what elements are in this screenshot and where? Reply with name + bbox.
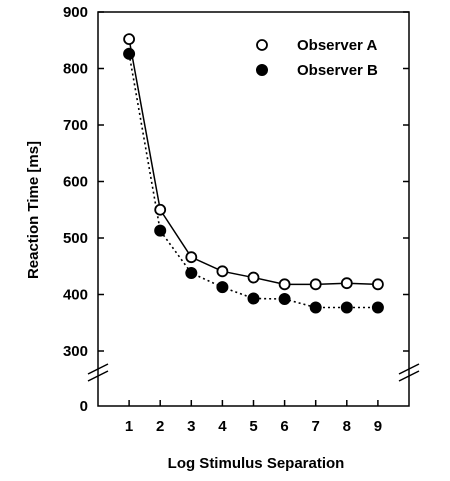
- y-tick-label-700: 700: [63, 117, 88, 134]
- legend-marker-observer-a: [256, 39, 268, 51]
- point-observer-a-3: [185, 251, 198, 264]
- x-tick-label-5: 5: [249, 418, 257, 435]
- y-tick-label-600: 600: [63, 174, 88, 191]
- legend-label-observer-a: Observer A: [297, 37, 377, 54]
- point-observer-b-2: [154, 224, 167, 237]
- y-tick-label-800: 800: [63, 61, 88, 78]
- x-ticks: 1 2 3 4 5 6 7 8 9: [125, 400, 382, 435]
- series-points: [123, 33, 384, 314]
- y-tick-label-300: 300: [63, 343, 88, 360]
- y-ticks: 300 400 500 600 700 800 900: [63, 4, 409, 360]
- point-observer-b-7: [309, 301, 322, 314]
- point-observer-a-6: [278, 278, 291, 291]
- point-observer-a-7: [309, 278, 322, 291]
- point-observer-b-8: [340, 301, 353, 314]
- point-observer-a-4: [216, 265, 229, 278]
- point-observer-a-1: [123, 33, 136, 46]
- y-tick-label-zero: 0: [80, 398, 88, 415]
- legend-marker-observer-b: [256, 64, 268, 76]
- series-lines: [128, 38, 378, 309]
- point-observer-b-4: [216, 281, 229, 294]
- point-observer-a-5: [247, 271, 260, 284]
- series-line-observer-b: [128, 53, 378, 309]
- x-tick-label-3: 3: [187, 418, 195, 435]
- x-tick-label-9: 9: [374, 418, 382, 435]
- y-tick-label-400: 400: [63, 287, 88, 304]
- point-observer-a-2: [154, 203, 167, 216]
- x-tick-label-1: 1: [125, 418, 133, 435]
- x-tick-label-7: 7: [312, 418, 320, 435]
- y-axis-title: Reaction Time [ms]: [25, 141, 42, 279]
- point-observer-a-8: [340, 277, 353, 290]
- point-observer-b-9: [371, 301, 384, 314]
- point-observer-b-5: [247, 292, 260, 305]
- x-tick-label-8: 8: [343, 418, 351, 435]
- legend-label-observer-b: Observer B: [297, 62, 378, 79]
- x-tick-label-6: 6: [280, 418, 288, 435]
- point-observer-a-9: [371, 278, 384, 291]
- point-observer-b-6: [278, 293, 291, 306]
- x-tick-label-4: 4: [218, 418, 227, 435]
- point-observer-b-1: [123, 47, 136, 60]
- axis-break-right: [398, 363, 420, 382]
- axis-break-left: [87, 363, 109, 382]
- y-tick-label-500: 500: [63, 230, 88, 247]
- x-tick-label-2: 2: [156, 418, 164, 435]
- point-observer-b-3: [185, 267, 198, 280]
- y-tick-label-900: 900: [63, 4, 88, 21]
- legend: Observer A Observer B: [256, 37, 378, 79]
- x-axis-title: Log Stimulus Separation: [168, 455, 345, 472]
